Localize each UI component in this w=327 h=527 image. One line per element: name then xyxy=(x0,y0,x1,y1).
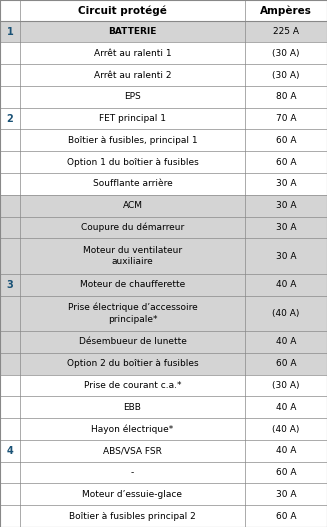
Bar xyxy=(0,173,327,195)
Text: 70 A: 70 A xyxy=(276,114,296,123)
Text: Option 2 du boîtier à fusibles: Option 2 du boîtier à fusibles xyxy=(67,359,198,368)
Text: Ampères: Ampères xyxy=(260,5,312,16)
Text: 30 A: 30 A xyxy=(276,201,296,210)
Bar xyxy=(0,238,327,274)
Text: 80 A: 80 A xyxy=(276,92,296,101)
Bar xyxy=(0,462,327,483)
Text: Hayon électrique*: Hayon électrique* xyxy=(91,424,174,434)
Text: BATTERIE: BATTERIE xyxy=(108,27,157,36)
Text: 40 A: 40 A xyxy=(276,446,296,455)
Text: Coupure du démarreur: Coupure du démarreur xyxy=(81,223,184,232)
Bar xyxy=(0,86,327,108)
Bar xyxy=(0,396,327,418)
Text: (40 A): (40 A) xyxy=(272,309,300,318)
Bar xyxy=(0,331,327,353)
Bar xyxy=(0,505,327,527)
Text: Moteur d’essuie-glace: Moteur d’essuie-glace xyxy=(82,490,182,499)
Text: ABS/VSA FSR: ABS/VSA FSR xyxy=(103,446,162,455)
Text: 40 A: 40 A xyxy=(276,337,296,346)
Bar xyxy=(0,483,327,505)
Text: 40 A: 40 A xyxy=(276,280,296,289)
Text: Arrêt au ralenti 1: Arrêt au ralenti 1 xyxy=(94,49,171,58)
Bar xyxy=(0,130,327,151)
Bar xyxy=(0,418,327,440)
Text: 225 A: 225 A xyxy=(273,27,299,36)
Text: Boîtier à fusibles, principal 1: Boîtier à fusibles, principal 1 xyxy=(68,136,197,145)
Text: 30 A: 30 A xyxy=(276,251,296,260)
Text: 60 A: 60 A xyxy=(276,136,296,145)
Text: Moteur de chaufferette: Moteur de chaufferette xyxy=(80,280,185,289)
Text: -: - xyxy=(131,468,134,477)
Bar xyxy=(0,353,327,375)
Text: 1: 1 xyxy=(7,26,13,36)
Text: 60 A: 60 A xyxy=(276,512,296,521)
Bar xyxy=(0,440,327,462)
Text: 30 A: 30 A xyxy=(276,223,296,232)
Text: Désembueur de lunette: Désembueur de lunette xyxy=(78,337,186,346)
Text: Prise de courant c.a.*: Prise de courant c.a.* xyxy=(84,381,181,390)
Text: 30 A: 30 A xyxy=(276,490,296,499)
Bar xyxy=(0,195,327,217)
Text: (30 A): (30 A) xyxy=(272,49,300,58)
Text: (40 A): (40 A) xyxy=(272,425,300,434)
Text: FET principal 1: FET principal 1 xyxy=(99,114,166,123)
Text: (30 A): (30 A) xyxy=(272,71,300,80)
Text: 60 A: 60 A xyxy=(276,468,296,477)
Bar xyxy=(0,42,327,64)
Text: 60 A: 60 A xyxy=(276,359,296,368)
Bar xyxy=(0,0,327,21)
Text: 4: 4 xyxy=(7,446,13,456)
Text: EPS: EPS xyxy=(124,92,141,101)
Text: (30 A): (30 A) xyxy=(272,381,300,390)
Text: Arrêt au ralenti 2: Arrêt au ralenti 2 xyxy=(94,71,171,80)
Bar xyxy=(0,21,327,42)
Text: 30 A: 30 A xyxy=(276,179,296,188)
Text: ACM: ACM xyxy=(123,201,143,210)
Bar xyxy=(0,375,327,396)
Text: Option 1 du boîtier à fusibles: Option 1 du boîtier à fusibles xyxy=(67,158,198,167)
Text: 40 A: 40 A xyxy=(276,403,296,412)
Text: Moteur du ventilateur
auxiliaire: Moteur du ventilateur auxiliaire xyxy=(83,246,182,267)
Text: 60 A: 60 A xyxy=(276,158,296,167)
Bar xyxy=(0,151,327,173)
Text: Circuit protégé: Circuit protégé xyxy=(78,5,167,16)
Bar xyxy=(0,274,327,296)
Text: 2: 2 xyxy=(7,114,13,123)
Bar xyxy=(0,296,327,331)
Text: 3: 3 xyxy=(7,280,13,290)
Text: EBB: EBB xyxy=(124,403,142,412)
Bar xyxy=(0,64,327,86)
Text: Boîtier à fusibles principal 2: Boîtier à fusibles principal 2 xyxy=(69,512,196,521)
Text: Prise électrique d’accessoire
principale*: Prise électrique d’accessoire principale… xyxy=(68,302,198,324)
Bar xyxy=(0,217,327,238)
Bar xyxy=(0,108,327,130)
Text: Soufflante arrière: Soufflante arrière xyxy=(93,179,172,188)
